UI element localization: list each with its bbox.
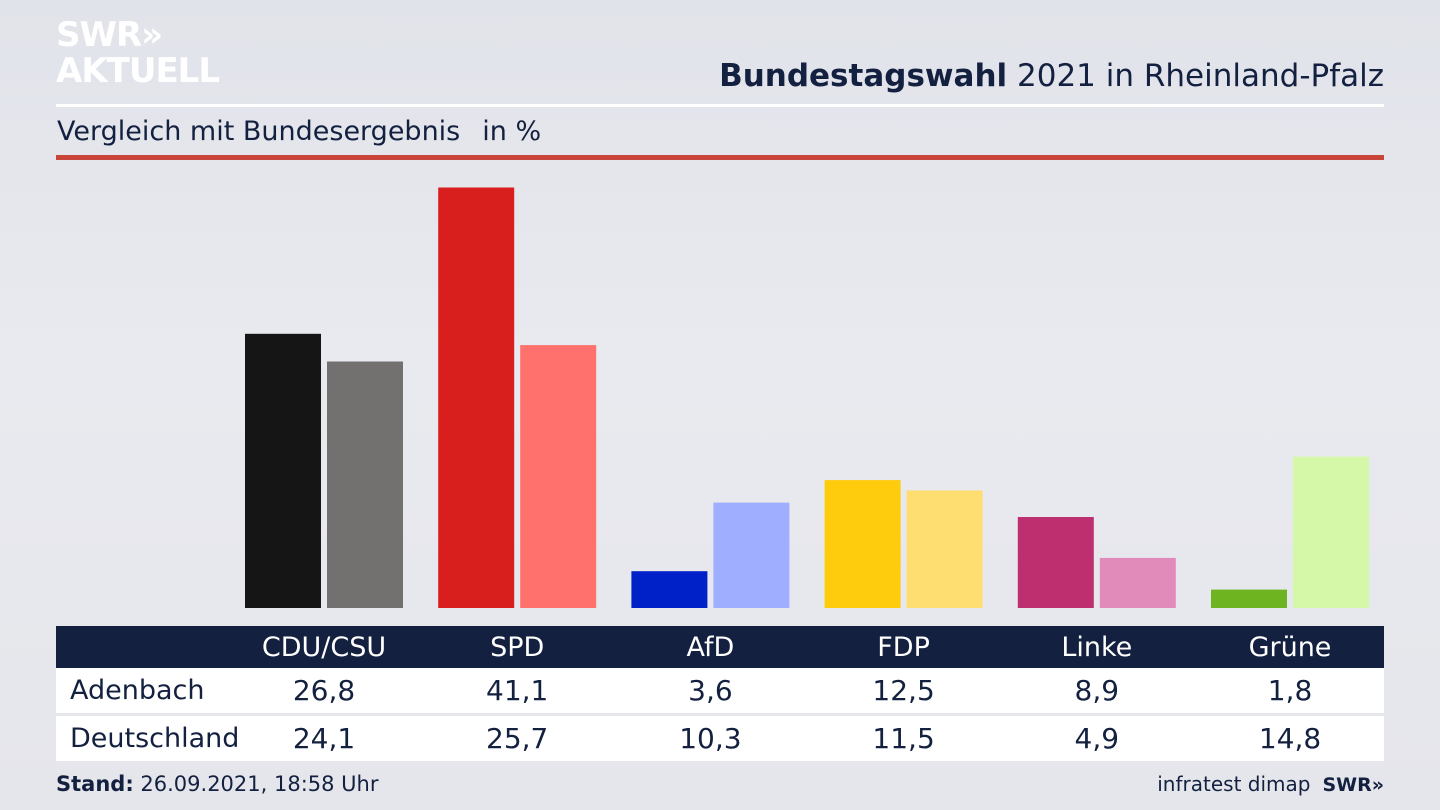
bar-cdu-csu-deutschland bbox=[327, 361, 403, 608]
subtitle-unit: in % bbox=[482, 116, 542, 147]
bar-afd-deutschland bbox=[713, 502, 790, 608]
timestamp: Stand: 26.09.2021, 18:58 Uhr bbox=[56, 772, 379, 796]
bar-cdu-csu-adenbach bbox=[245, 333, 321, 608]
table-header-row: CDU/CSU SPD AfD FDP Linke Grüne bbox=[56, 626, 1384, 668]
value-cell: 14,8 bbox=[1258, 722, 1322, 755]
swr-brand-logo: SWR» bbox=[1322, 774, 1384, 796]
bar-linke-adenbach bbox=[1017, 517, 1094, 608]
title-bold: Bundestagswahl bbox=[719, 58, 1008, 94]
value-cell: 1,8 bbox=[1267, 674, 1313, 707]
column-header: FDP bbox=[877, 631, 930, 663]
column-header: Linke bbox=[1061, 631, 1133, 663]
bar-spd-deutschland bbox=[520, 345, 597, 608]
header-divider bbox=[56, 104, 1384, 107]
value-cell: 24,1 bbox=[292, 722, 356, 755]
source-credit: infratest dimap SWR» bbox=[1157, 772, 1384, 796]
value-cell: 26,8 bbox=[292, 674, 356, 707]
subtitle-text: Vergleich mit Bundesergebnis bbox=[57, 116, 461, 147]
bar-chart bbox=[245, 187, 1369, 608]
source-text: infratest dimap bbox=[1157, 772, 1311, 796]
page-title: Bundestagswahl 2021 in Rheinland-Pfalz bbox=[719, 58, 1384, 94]
logo-line-2: AKTUELL bbox=[56, 51, 220, 91]
value-cell: 3,6 bbox=[688, 674, 733, 707]
value-cell: 11,5 bbox=[872, 722, 935, 755]
column-header: AfD bbox=[686, 631, 735, 663]
chart-subtitle: Vergleich mit Bundesergebnis in % bbox=[57, 116, 541, 147]
bar-grüne-adenbach bbox=[1211, 589, 1287, 608]
column-header: Grüne bbox=[1248, 631, 1332, 663]
title-rest: 2021 in Rheinland-Pfalz bbox=[1007, 58, 1384, 94]
bar-spd-adenbach bbox=[438, 187, 515, 608]
value-cell: 8,9 bbox=[1074, 674, 1120, 707]
value-cell: 12,5 bbox=[872, 674, 935, 707]
column-header: SPD bbox=[490, 631, 545, 663]
bar-afd-adenbach bbox=[631, 571, 708, 608]
value-cell: 10,3 bbox=[679, 722, 742, 755]
value-cell: 25,7 bbox=[486, 722, 549, 755]
bar-grüne-deutschland bbox=[1293, 456, 1369, 608]
subtitle-divider bbox=[56, 155, 1384, 160]
value-cell: 41,1 bbox=[486, 674, 549, 707]
bar-fdp-deutschland bbox=[906, 490, 983, 608]
row-label: Adenbach bbox=[70, 675, 205, 706]
value-cell: 4,9 bbox=[1074, 722, 1120, 755]
stand-value: 26.09.2021, 18:58 Uhr bbox=[133, 772, 379, 796]
table-row: Adenbach 26,8 41,1 3,6 12,5 8,9 1,8 bbox=[56, 668, 1384, 713]
swr-aktuell-logo: SWR» AKTUELL bbox=[56, 15, 220, 91]
table-row: Deutschland 24,1 25,7 10,3 11,5 4,9 14,8 bbox=[56, 716, 1384, 761]
stand-label: Stand: bbox=[56, 772, 134, 796]
bar-fdp-adenbach bbox=[824, 480, 901, 608]
bar-linke-deutschland bbox=[1099, 557, 1176, 608]
logo-line-1: SWR» bbox=[56, 15, 163, 55]
row-label: Deutschland bbox=[70, 723, 240, 754]
column-header: CDU/CSU bbox=[261, 631, 387, 663]
